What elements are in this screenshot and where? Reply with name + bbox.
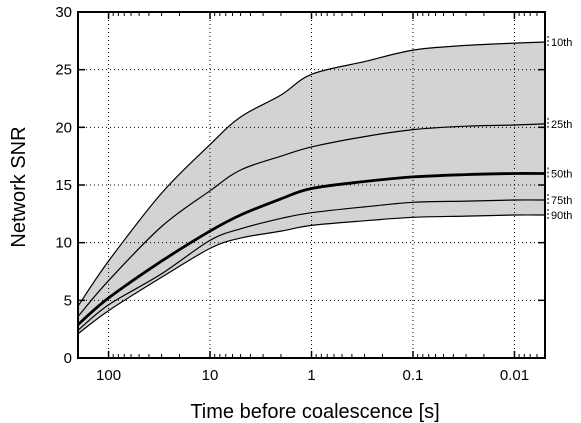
- x-axis-title: Time before coalescence [s]: [190, 401, 439, 423]
- series-line-10th: [77, 41, 546, 307]
- series-label-10th: 10th: [551, 37, 572, 49]
- series-label-25th: 25th: [551, 119, 572, 131]
- series-label-50th: 50th: [551, 168, 572, 180]
- series-line-25th: [77, 123, 546, 317]
- y-axis-title: Network SNR: [8, 126, 30, 247]
- series-label-75th: 75th: [551, 195, 572, 207]
- y-tick-label: 25: [55, 62, 72, 79]
- series-label-90th: 90th: [551, 210, 572, 222]
- axis-ticks: 100 10 1 0.1 0.01 0 5 10 15 20 25 30: [55, 4, 546, 384]
- x-tick-label: 1: [307, 367, 315, 384]
- series-labels: 10th 25th 50th 75th 90th: [547, 35, 572, 222]
- y-tick-label: 15: [55, 177, 72, 194]
- y-tick-label: 0: [64, 350, 72, 367]
- y-tick-label: 30: [55, 4, 72, 21]
- y-tick-label: 10: [55, 235, 72, 252]
- series-lines: [77, 41, 546, 335]
- series-line-50th: [77, 172, 546, 326]
- x-tick-label: 0.01: [500, 367, 529, 384]
- y-tick-label: 20: [55, 119, 72, 136]
- series-line-75th: [77, 199, 546, 331]
- x-tick-label: 0.1: [403, 367, 424, 384]
- series-line-90th: [77, 214, 546, 335]
- x-tick-label: 10: [202, 367, 219, 384]
- grid: [78, 12, 545, 358]
- y-tick-label: 5: [64, 292, 72, 309]
- x-tick-label: 100: [96, 367, 121, 384]
